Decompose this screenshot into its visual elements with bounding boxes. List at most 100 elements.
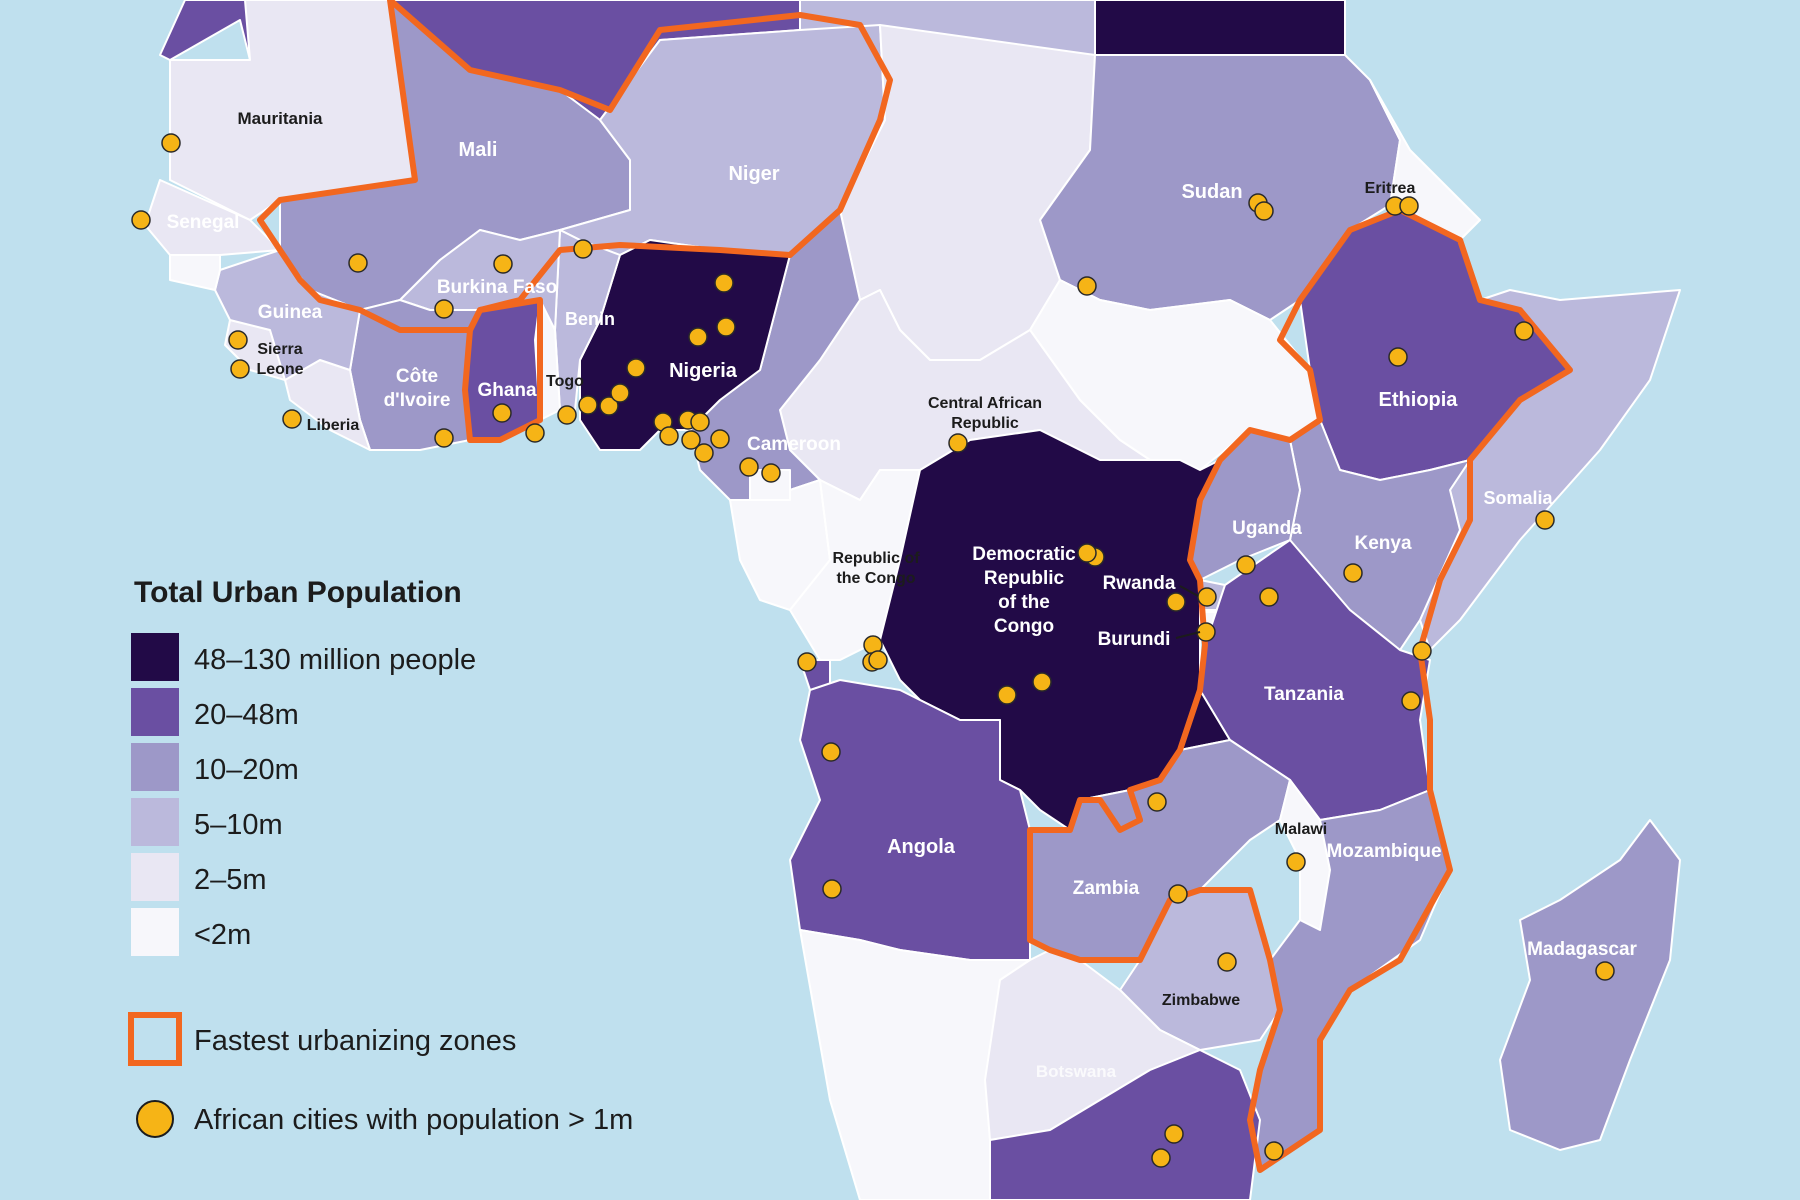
- city-marker: [716, 317, 736, 337]
- city-marker: [228, 330, 248, 350]
- label-mali: Mali: [459, 139, 498, 161]
- label-malawi: Malawi: [1275, 821, 1327, 838]
- legend-swatch: [131, 633, 179, 681]
- legend-items: 48–130 million people 20–48m 10–20m 5–10m 2–…: [131, 633, 476, 956]
- city-marker: [1077, 276, 1097, 296]
- country-south-africa: [989, 1049, 1261, 1200]
- city-marker: [348, 253, 368, 273]
- city-marker: [1595, 961, 1615, 981]
- label-drc-1: Democratic: [972, 544, 1076, 565]
- label-madagascar: Madagascar: [1527, 939, 1637, 960]
- city-marker: [1254, 201, 1274, 221]
- leader-lines: [1175, 585, 1201, 639]
- label-benin: Benin: [565, 309, 615, 329]
- city-marker: [1151, 1148, 1171, 1168]
- legend-swatch: [131, 688, 179, 736]
- label-mozambique: Mozambique: [1326, 841, 1441, 862]
- legend-label: 20–48m: [194, 699, 299, 731]
- legend-city-label: African cities with population > 1m: [194, 1104, 633, 1136]
- country-madagascar: [1499, 819, 1681, 1151]
- city-marker: [230, 359, 250, 379]
- city-marker: [739, 457, 759, 477]
- legend-label: 5–10m: [194, 809, 283, 841]
- city-marker: [578, 395, 598, 415]
- city-marker: [493, 254, 513, 274]
- legend-swatch: [131, 853, 179, 901]
- city-marker: [610, 383, 630, 403]
- city-marker: [1286, 852, 1306, 872]
- legend-zone-swatch: [128, 1012, 182, 1066]
- label-niger: Niger: [728, 163, 779, 185]
- legend-title: Total Urban Population: [134, 576, 462, 609]
- label-zambia: Zambia: [1073, 878, 1140, 899]
- city-marker: [1197, 587, 1217, 607]
- city-marker: [659, 426, 679, 446]
- label-guinea: Guinea: [258, 302, 323, 323]
- city-marker: [1166, 592, 1186, 612]
- city-marker: [1164, 1124, 1184, 1144]
- label-sierra-leone-1: Sierra: [257, 341, 302, 358]
- city-marker: [282, 409, 302, 429]
- city-marker: [948, 433, 968, 453]
- city-marker: [1217, 952, 1237, 972]
- city-markers: [131, 133, 1615, 1168]
- city-marker: [997, 685, 1017, 705]
- legend-swatch: [131, 743, 179, 791]
- legend-swatch: [131, 908, 179, 956]
- city-marker: [434, 428, 454, 448]
- label-liberia: Liberia: [307, 417, 360, 434]
- city-marker: [1401, 691, 1421, 711]
- label-drc-3: of the: [998, 592, 1050, 613]
- city-marker: [797, 652, 817, 672]
- city-marker: [1077, 543, 1097, 563]
- label-drc-4: Congo: [994, 616, 1054, 637]
- legend-label: <2m: [194, 919, 251, 951]
- label-drc-2: Republic: [984, 568, 1065, 589]
- label-kenya: Kenya: [1354, 533, 1411, 554]
- city-marker: [1535, 510, 1555, 530]
- city-marker: [161, 133, 181, 153]
- label-ethiopia: Ethiopia: [1379, 389, 1459, 411]
- legend-zone-label: Fastest urbanizing zones: [194, 1025, 516, 1057]
- rwanda-leader-line: [1179, 585, 1199, 597]
- city-marker: [681, 430, 701, 450]
- label-roc-1: Republic of: [832, 550, 920, 567]
- city-marker: [434, 299, 454, 319]
- label-togo: Togo: [546, 373, 584, 390]
- city-marker: [131, 210, 151, 230]
- label-burkina-faso: Burkina Faso: [437, 277, 557, 298]
- city-marker: [573, 239, 593, 259]
- fastest-urbanizing-zones: [257, 0, 1573, 1173]
- label-cote-divoire-1: Côte: [396, 366, 438, 387]
- legend-swatch: [131, 798, 179, 846]
- city-marker: [1514, 321, 1534, 341]
- city-marker: [492, 403, 512, 423]
- city-marker: [1343, 563, 1363, 583]
- city-marker: [710, 429, 730, 449]
- city-marker: [688, 327, 708, 347]
- city-marker: [1264, 1141, 1284, 1161]
- label-uganda: Uganda: [1232, 518, 1302, 539]
- label-roc-2: the Congo: [836, 570, 915, 587]
- label-burundi: Burundi: [1098, 629, 1171, 650]
- legend-city-dot: [136, 1100, 174, 1138]
- city-marker: [821, 742, 841, 762]
- label-nigeria: Nigeria: [669, 360, 738, 382]
- label-rwanda: Rwanda: [1103, 573, 1176, 594]
- legend-label: 10–20m: [194, 754, 299, 786]
- city-marker: [1168, 884, 1188, 904]
- label-sierra-leone-2: Leone: [256, 361, 303, 378]
- label-cameroon: Cameroon: [747, 434, 841, 455]
- city-marker: [1259, 587, 1279, 607]
- city-marker: [626, 358, 646, 378]
- label-eritrea: Eritrea: [1365, 180, 1416, 197]
- city-marker: [1236, 555, 1256, 575]
- city-marker: [761, 463, 781, 483]
- city-marker: [599, 396, 619, 416]
- country-angola: [789, 679, 1031, 961]
- legend-label: 2–5m: [194, 864, 267, 896]
- zone-ethiopia: [1027, 207, 1573, 1173]
- country-labels: Mauritania Mali Niger Sudan Eritrea Sene…: [167, 109, 1638, 1081]
- city-marker: [690, 412, 710, 432]
